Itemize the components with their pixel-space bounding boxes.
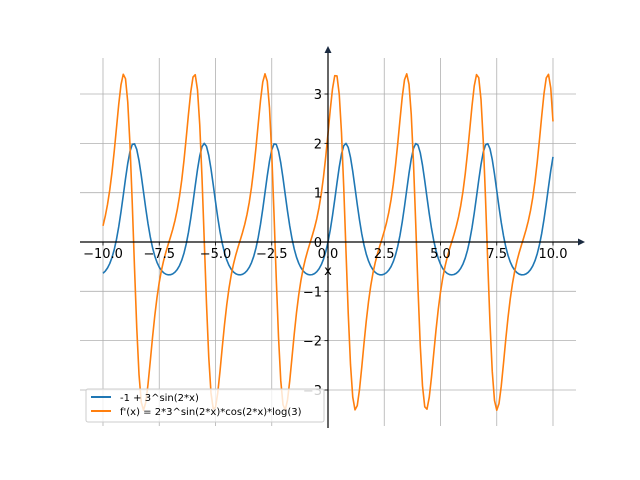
legend: -1 + 3^sin(2*x) f'(x) = 2*3^sin(2*x)*cos… xyxy=(85,388,325,423)
x-tick-label: −10.0 xyxy=(83,247,123,262)
legend-label-series-2: f'(x) = 2*3^sin(2*x)*cos(2*x)*log(3) xyxy=(120,407,302,418)
y-tick-label: 2 xyxy=(314,137,322,152)
x-tick-label: −2.5 xyxy=(256,247,288,262)
x-tick-label: −5.0 xyxy=(200,247,232,262)
axes xyxy=(80,46,585,428)
x-tick-label: −7.5 xyxy=(143,247,175,262)
y-tick-label: 3 xyxy=(314,88,322,103)
x-tick-label: 0.0 xyxy=(318,247,339,262)
tick-labels: −10.0−7.5−5.0−2.50.02.55.07.510.0−3−2−10… xyxy=(83,88,567,399)
x-tick-label: 5.0 xyxy=(430,247,451,262)
x-tick-label: 10.0 xyxy=(539,247,568,262)
y-tick-label: −1 xyxy=(303,285,322,300)
x-axis-arrow-icon xyxy=(578,238,585,246)
x-axis-label: x xyxy=(324,264,332,279)
y-tick-label: −2 xyxy=(303,335,322,350)
x-tick-label: 7.5 xyxy=(486,247,507,262)
legend-box xyxy=(85,388,325,423)
x-tick-label: 2.5 xyxy=(374,247,395,262)
legend-label-series-1: -1 + 3^sin(2*x) xyxy=(120,393,199,404)
y-tick-label: 1 xyxy=(314,187,322,202)
y-axis-arrow-icon xyxy=(324,46,332,53)
y-tick-label: 0 xyxy=(314,236,322,251)
